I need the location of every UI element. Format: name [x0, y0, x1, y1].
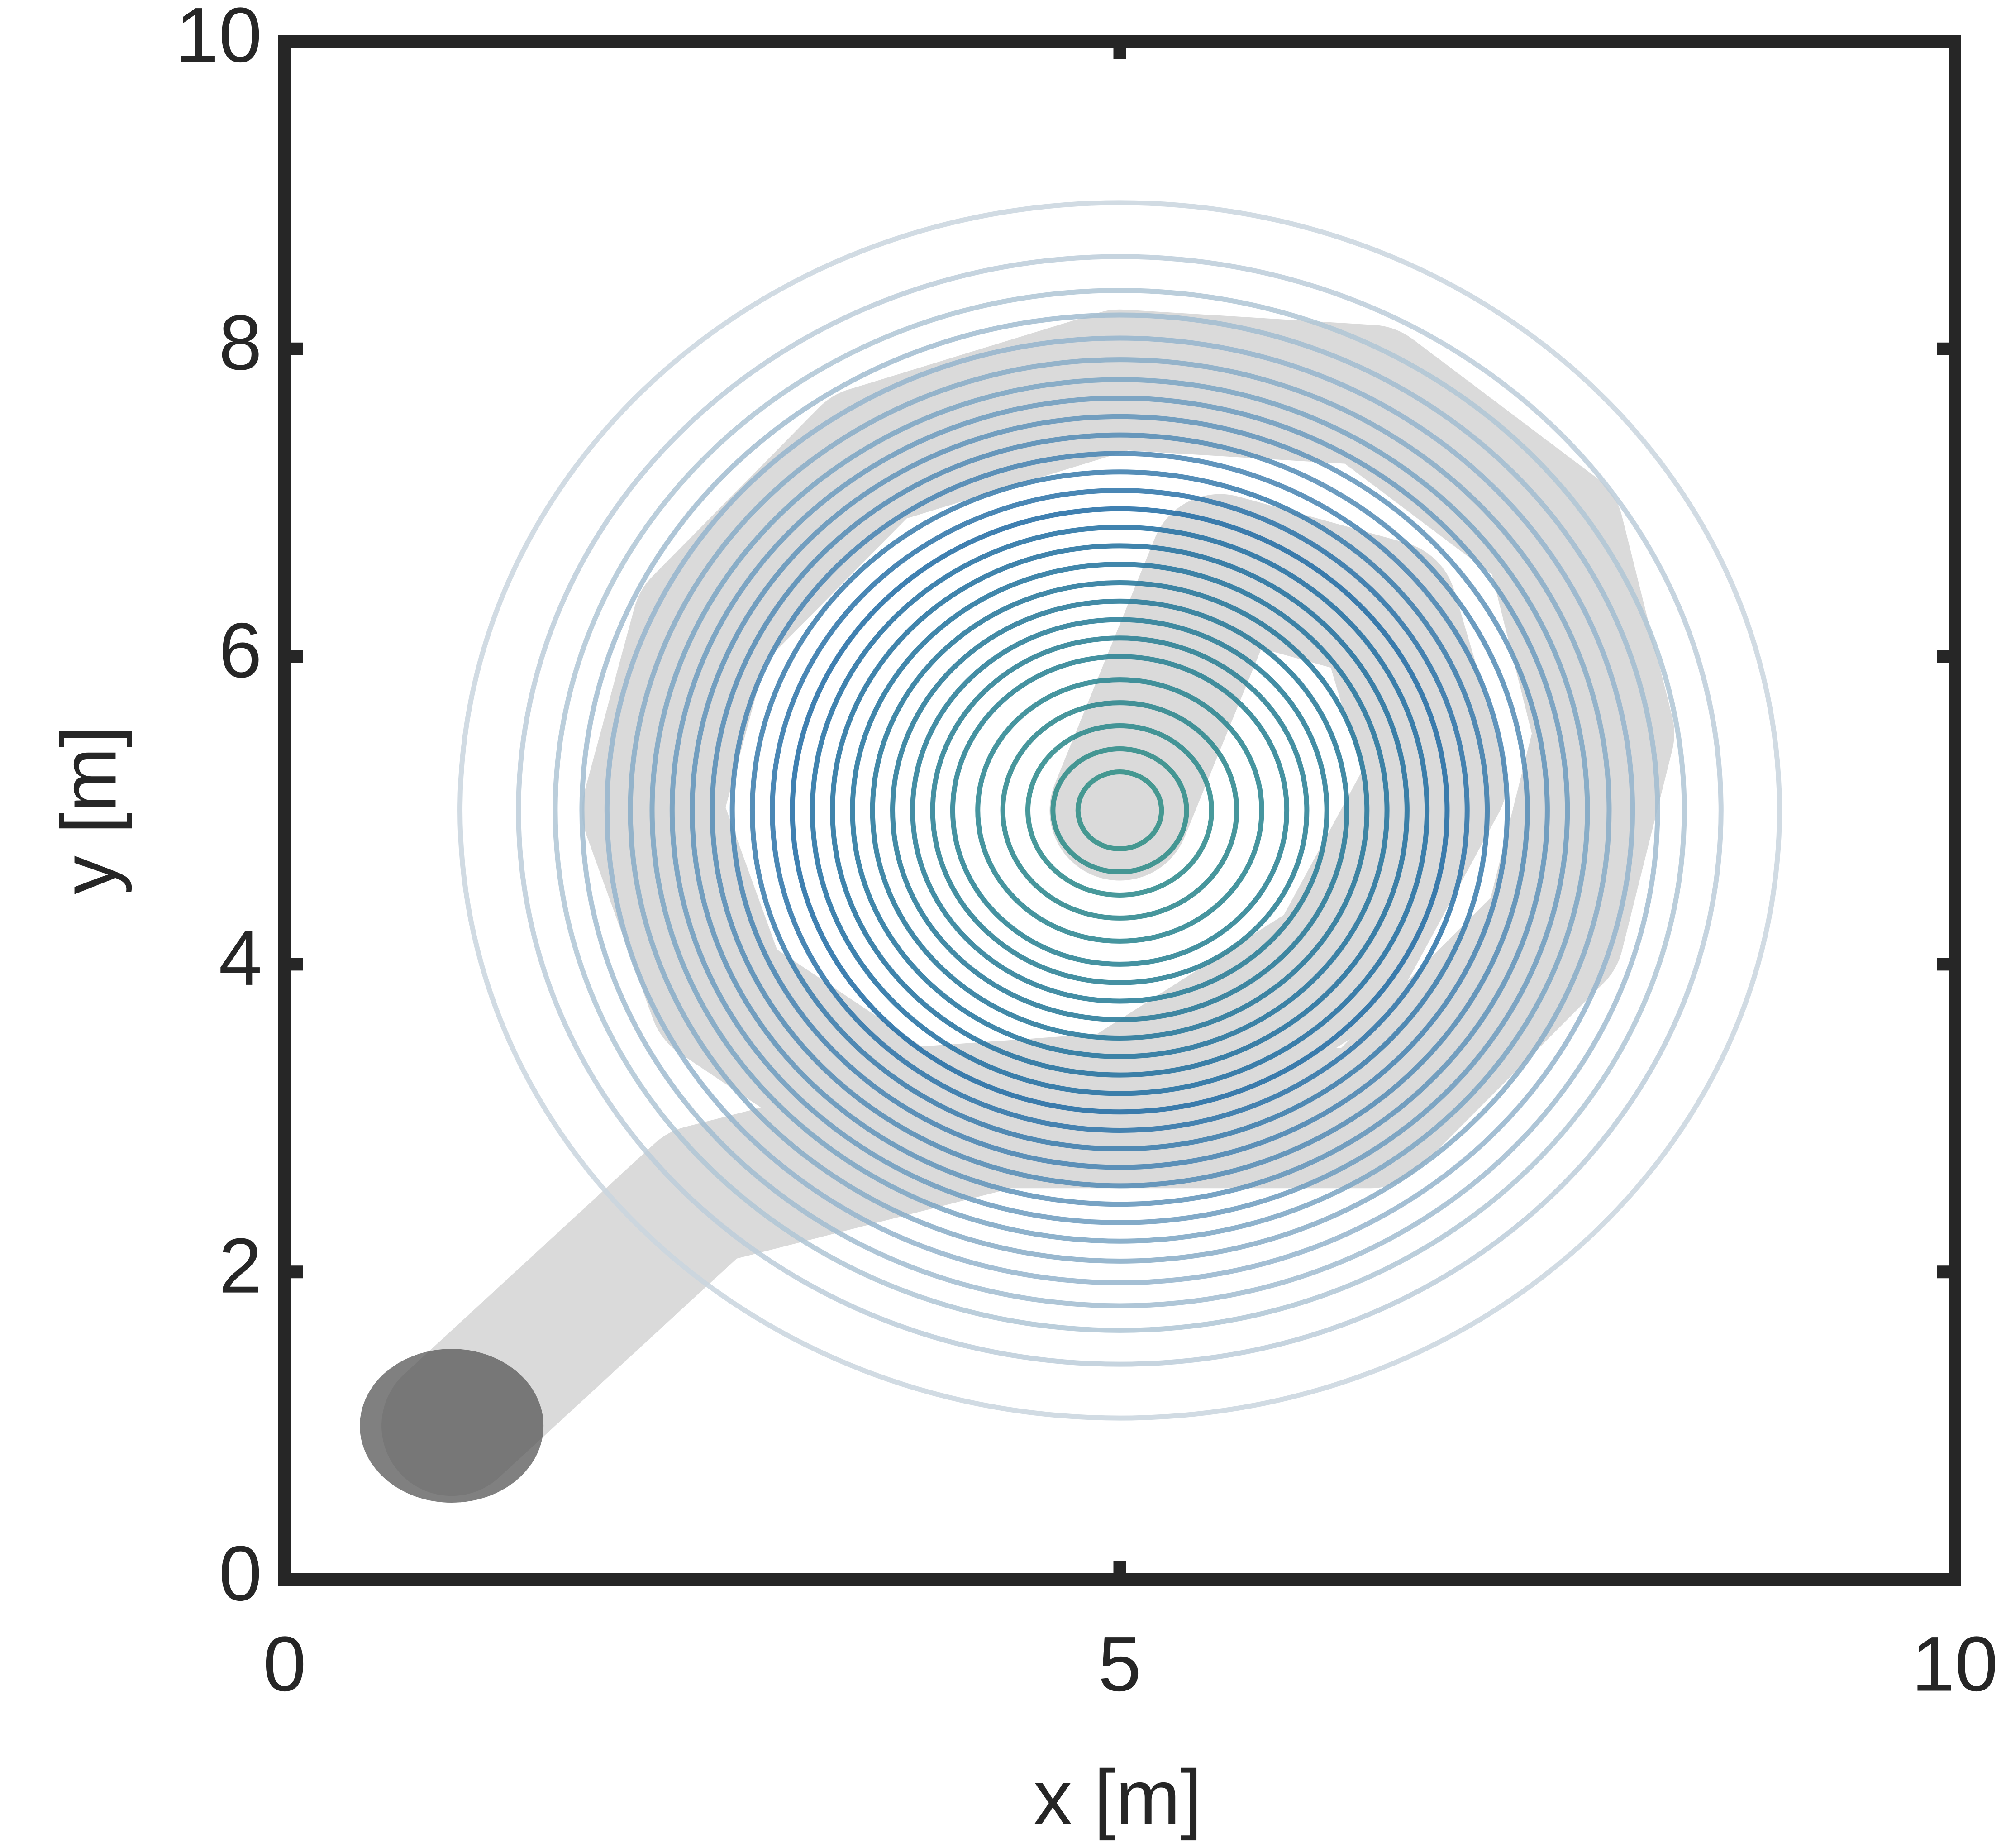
y-tick-label: 2	[219, 1222, 262, 1309]
contour-line	[975, 677, 1264, 944]
contour-line	[1075, 769, 1164, 851]
contour-line	[830, 543, 1410, 1078]
contour-line	[457, 200, 1782, 1421]
contour-line	[930, 635, 1310, 985]
contour-line	[729, 451, 1510, 1170]
contour-line	[628, 357, 1612, 1264]
contour-line	[604, 335, 1635, 1285]
contour-line	[790, 506, 1450, 1115]
x-tick-label: 0	[263, 1620, 306, 1707]
contour-line	[516, 254, 1724, 1367]
contour-line	[810, 525, 1430, 1096]
contour-line	[710, 432, 1530, 1189]
contour-line	[770, 488, 1470, 1133]
contour-line	[910, 617, 1329, 1004]
contour-line	[850, 562, 1390, 1059]
contour-line	[553, 288, 1687, 1333]
y-tick-label: 4	[219, 915, 262, 1002]
y-tick-label: 0	[219, 1530, 262, 1617]
contour-line	[870, 580, 1370, 1041]
contour-line	[690, 414, 1550, 1207]
contour-line	[1050, 746, 1189, 874]
x-tick-label: 5	[1098, 1620, 1142, 1707]
tube-start	[360, 1349, 544, 1503]
contour-line	[1025, 723, 1215, 898]
y-axis-label: y [m]	[45, 726, 132, 895]
contour-line	[579, 312, 1660, 1308]
contour-line	[749, 469, 1490, 1151]
y-tick-label: 10	[176, 0, 262, 78]
x-tick-label: 10	[1911, 1620, 1998, 1707]
contour-line	[950, 654, 1290, 967]
trajectory-tube	[381, 309, 1674, 1496]
x-axis-label: x [m]	[1034, 1754, 1202, 1841]
contour-line	[1000, 700, 1239, 921]
contour-line	[649, 377, 1590, 1244]
y-tick-label: 6	[219, 607, 262, 694]
y-tick-label: 8	[219, 299, 262, 386]
contour-line	[669, 396, 1570, 1225]
contour-line	[890, 598, 1349, 1022]
